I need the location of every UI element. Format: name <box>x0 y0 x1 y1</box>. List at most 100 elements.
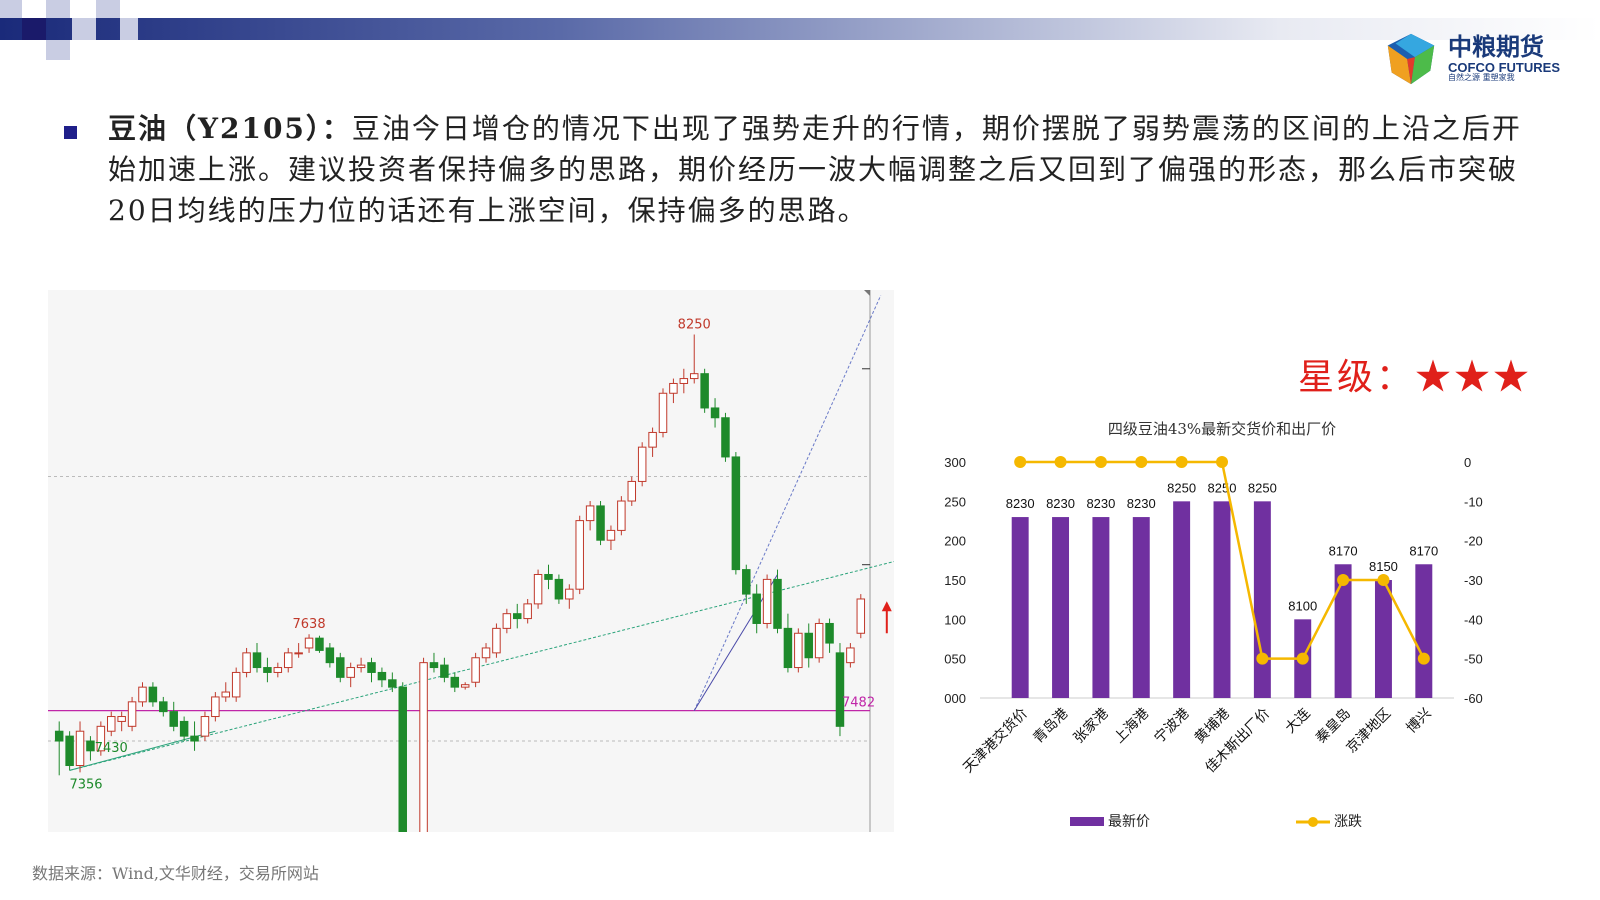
legend-line-label: 涨跌 <box>1334 814 1362 830</box>
candle-body <box>148 686 158 703</box>
candle-body <box>513 613 522 620</box>
paragraph-title: 豆油（Y2105）： <box>108 112 352 145</box>
candle-body <box>637 446 647 482</box>
candle-body <box>356 664 366 669</box>
candle-body <box>221 691 231 698</box>
bar-value-label: 8170 <box>1329 543 1358 558</box>
paragraph-body: 豆油今日增仓的情况下出现了强势走升的行情，期价摆脱了弱势震荡的区间的上沿之后开始… <box>108 112 1522 227</box>
category-label: 博兴 <box>1403 705 1435 737</box>
candle-body <box>429 662 439 669</box>
candle-body <box>273 667 283 673</box>
candle-body <box>398 686 407 832</box>
candle-body <box>263 667 272 673</box>
candle-body <box>575 520 584 590</box>
candle-body <box>502 613 512 629</box>
legend-bar-swatch <box>1070 817 1104 826</box>
candle-body <box>617 500 626 531</box>
candle-body <box>648 431 657 448</box>
candle-body <box>606 529 616 541</box>
bar-value-label: 8250 <box>1208 480 1237 495</box>
candle-body <box>689 373 699 380</box>
candle-body <box>231 671 241 698</box>
candle-body <box>159 701 168 713</box>
category-label: 大连 <box>1282 706 1313 737</box>
bar-value-label: 8230 <box>1006 496 1035 511</box>
price-bar <box>1374 580 1392 698</box>
candle-body <box>200 716 210 737</box>
candle-body <box>752 593 761 624</box>
candle-body <box>440 664 449 678</box>
change-point <box>1216 456 1228 468</box>
y2-tick-label: -60 <box>1464 691 1483 706</box>
low-label: 7430 <box>95 741 128 756</box>
change-point <box>1175 456 1188 468</box>
y2-tick-label: 0 <box>1464 455 1471 470</box>
bar-value-label: 8250 <box>1167 480 1196 495</box>
candle-body <box>117 716 126 722</box>
change-point <box>1377 574 1390 586</box>
candle-body <box>336 657 345 678</box>
candle-body <box>773 578 782 629</box>
candle-body <box>471 657 480 683</box>
candle-body <box>856 598 866 634</box>
candle-body <box>554 578 564 600</box>
change-point <box>1337 574 1350 586</box>
bar-value-label: 8100 <box>1288 598 1317 613</box>
legend-line-marker <box>1308 817 1318 827</box>
candle-body <box>544 573 553 580</box>
bar-value-label: 8230 <box>1086 496 1115 511</box>
corner-marker-icon <box>864 290 870 296</box>
change-point <box>1296 652 1309 665</box>
change-point <box>1256 652 1269 665</box>
candle-body <box>533 573 543 605</box>
high-label: 8250 <box>678 317 711 332</box>
candle-body <box>481 647 491 659</box>
price-bar <box>1052 517 1070 698</box>
candle-body <box>138 686 147 703</box>
candle-body <box>304 637 314 649</box>
candle-body <box>846 647 855 664</box>
chart-title: 四级豆油43%最新交货价和出厂价 <box>1108 420 1336 438</box>
y2-tick-label: -50 <box>1464 652 1483 667</box>
logo-slogan: 自然之源 重塑家我 <box>1448 73 1515 83</box>
y-tick-label: 8150 <box>944 573 966 588</box>
change-point <box>1417 652 1430 665</box>
change-point <box>1094 456 1107 468</box>
level-label: 7482 <box>842 696 875 711</box>
change-point <box>1135 456 1148 468</box>
y-tick-label: 8200 <box>944 534 966 549</box>
y-tick-label: 8300 <box>944 455 966 470</box>
category-label: 宁波港 <box>1151 705 1193 747</box>
candle-body <box>721 417 730 458</box>
candle-body <box>107 716 116 732</box>
logo-english-name: COFCO FUTURES <box>1448 59 1560 75</box>
price-bar <box>1213 501 1231 698</box>
candle-body <box>325 647 335 664</box>
low-label: 7356 <box>69 777 102 792</box>
price-bar <box>1011 517 1029 698</box>
category-label: 青岛港 <box>1030 706 1071 747</box>
candle-body <box>294 652 303 655</box>
change-point <box>1054 456 1067 468</box>
candle-body <box>814 622 824 659</box>
candle-body <box>825 622 834 644</box>
candle-body <box>794 632 803 669</box>
change-point <box>1014 456 1027 468</box>
candle-body <box>565 588 574 600</box>
y2-tick-label: -10 <box>1464 494 1483 509</box>
candle-body <box>679 378 689 384</box>
star-rating: 星级：★★★ <box>1298 348 1532 400</box>
candle-body <box>169 711 178 727</box>
candle-body <box>96 725 106 752</box>
price-bar <box>1253 501 1271 698</box>
candle-body <box>835 652 845 727</box>
logo-chinese-name: 中粮期货 <box>1448 33 1545 62</box>
candle-body <box>492 627 501 654</box>
candle-body <box>190 735 199 742</box>
y-tick-label: 8250 <box>944 494 966 509</box>
candle-body <box>762 578 772 624</box>
bar-value-label: 8150 <box>1369 559 1398 574</box>
price-bar <box>1092 517 1110 698</box>
category-label: 上海港 <box>1111 706 1152 747</box>
candle-body <box>346 667 355 678</box>
